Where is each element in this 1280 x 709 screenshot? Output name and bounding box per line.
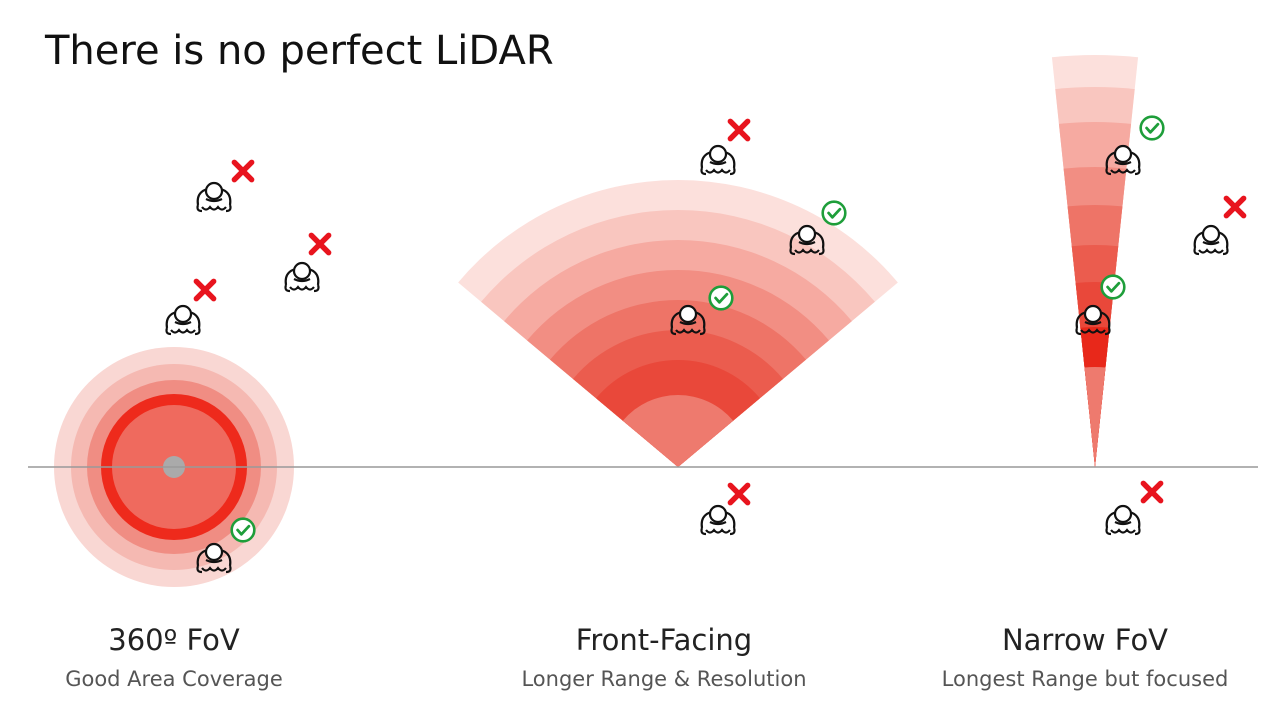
- person-icon: [700, 504, 736, 536]
- miss-icon: [1143, 483, 1160, 500]
- hit-icon: [708, 285, 734, 311]
- panel-title: Front-Facing: [576, 623, 752, 657]
- coverage-band: [1084, 367, 1106, 467]
- coverage-band: [622, 394, 734, 467]
- person-icon: [1105, 504, 1141, 536]
- panel-subtitle: Longer Range & Resolution: [521, 667, 806, 691]
- miss-icon: [730, 121, 747, 138]
- person-icon: [1193, 224, 1229, 256]
- slide-title: There is no perfect LiDAR: [44, 28, 554, 74]
- miss-icon: [196, 281, 213, 298]
- miss-icon: [730, 485, 747, 502]
- person-icon: [700, 144, 736, 176]
- person-icon: [196, 181, 232, 213]
- miss-icon: [1226, 198, 1243, 215]
- person-icon: [165, 304, 201, 336]
- panel-title: Narrow FoV: [1002, 623, 1168, 657]
- panel-subtitle: Good Area Coverage: [65, 667, 283, 691]
- coverage-shapes: [54, 55, 1139, 587]
- miss-icon: [234, 162, 251, 179]
- panel-title: 360º FoV: [108, 623, 240, 657]
- panel-subtitle: Longest Range but focused: [942, 667, 1229, 691]
- hit-icon: [230, 517, 256, 543]
- hit-icon: [821, 200, 847, 226]
- miss-icon: [311, 235, 328, 252]
- person-icon: [284, 261, 320, 293]
- hit-icon: [1100, 274, 1126, 300]
- hit-icon: [1139, 115, 1165, 141]
